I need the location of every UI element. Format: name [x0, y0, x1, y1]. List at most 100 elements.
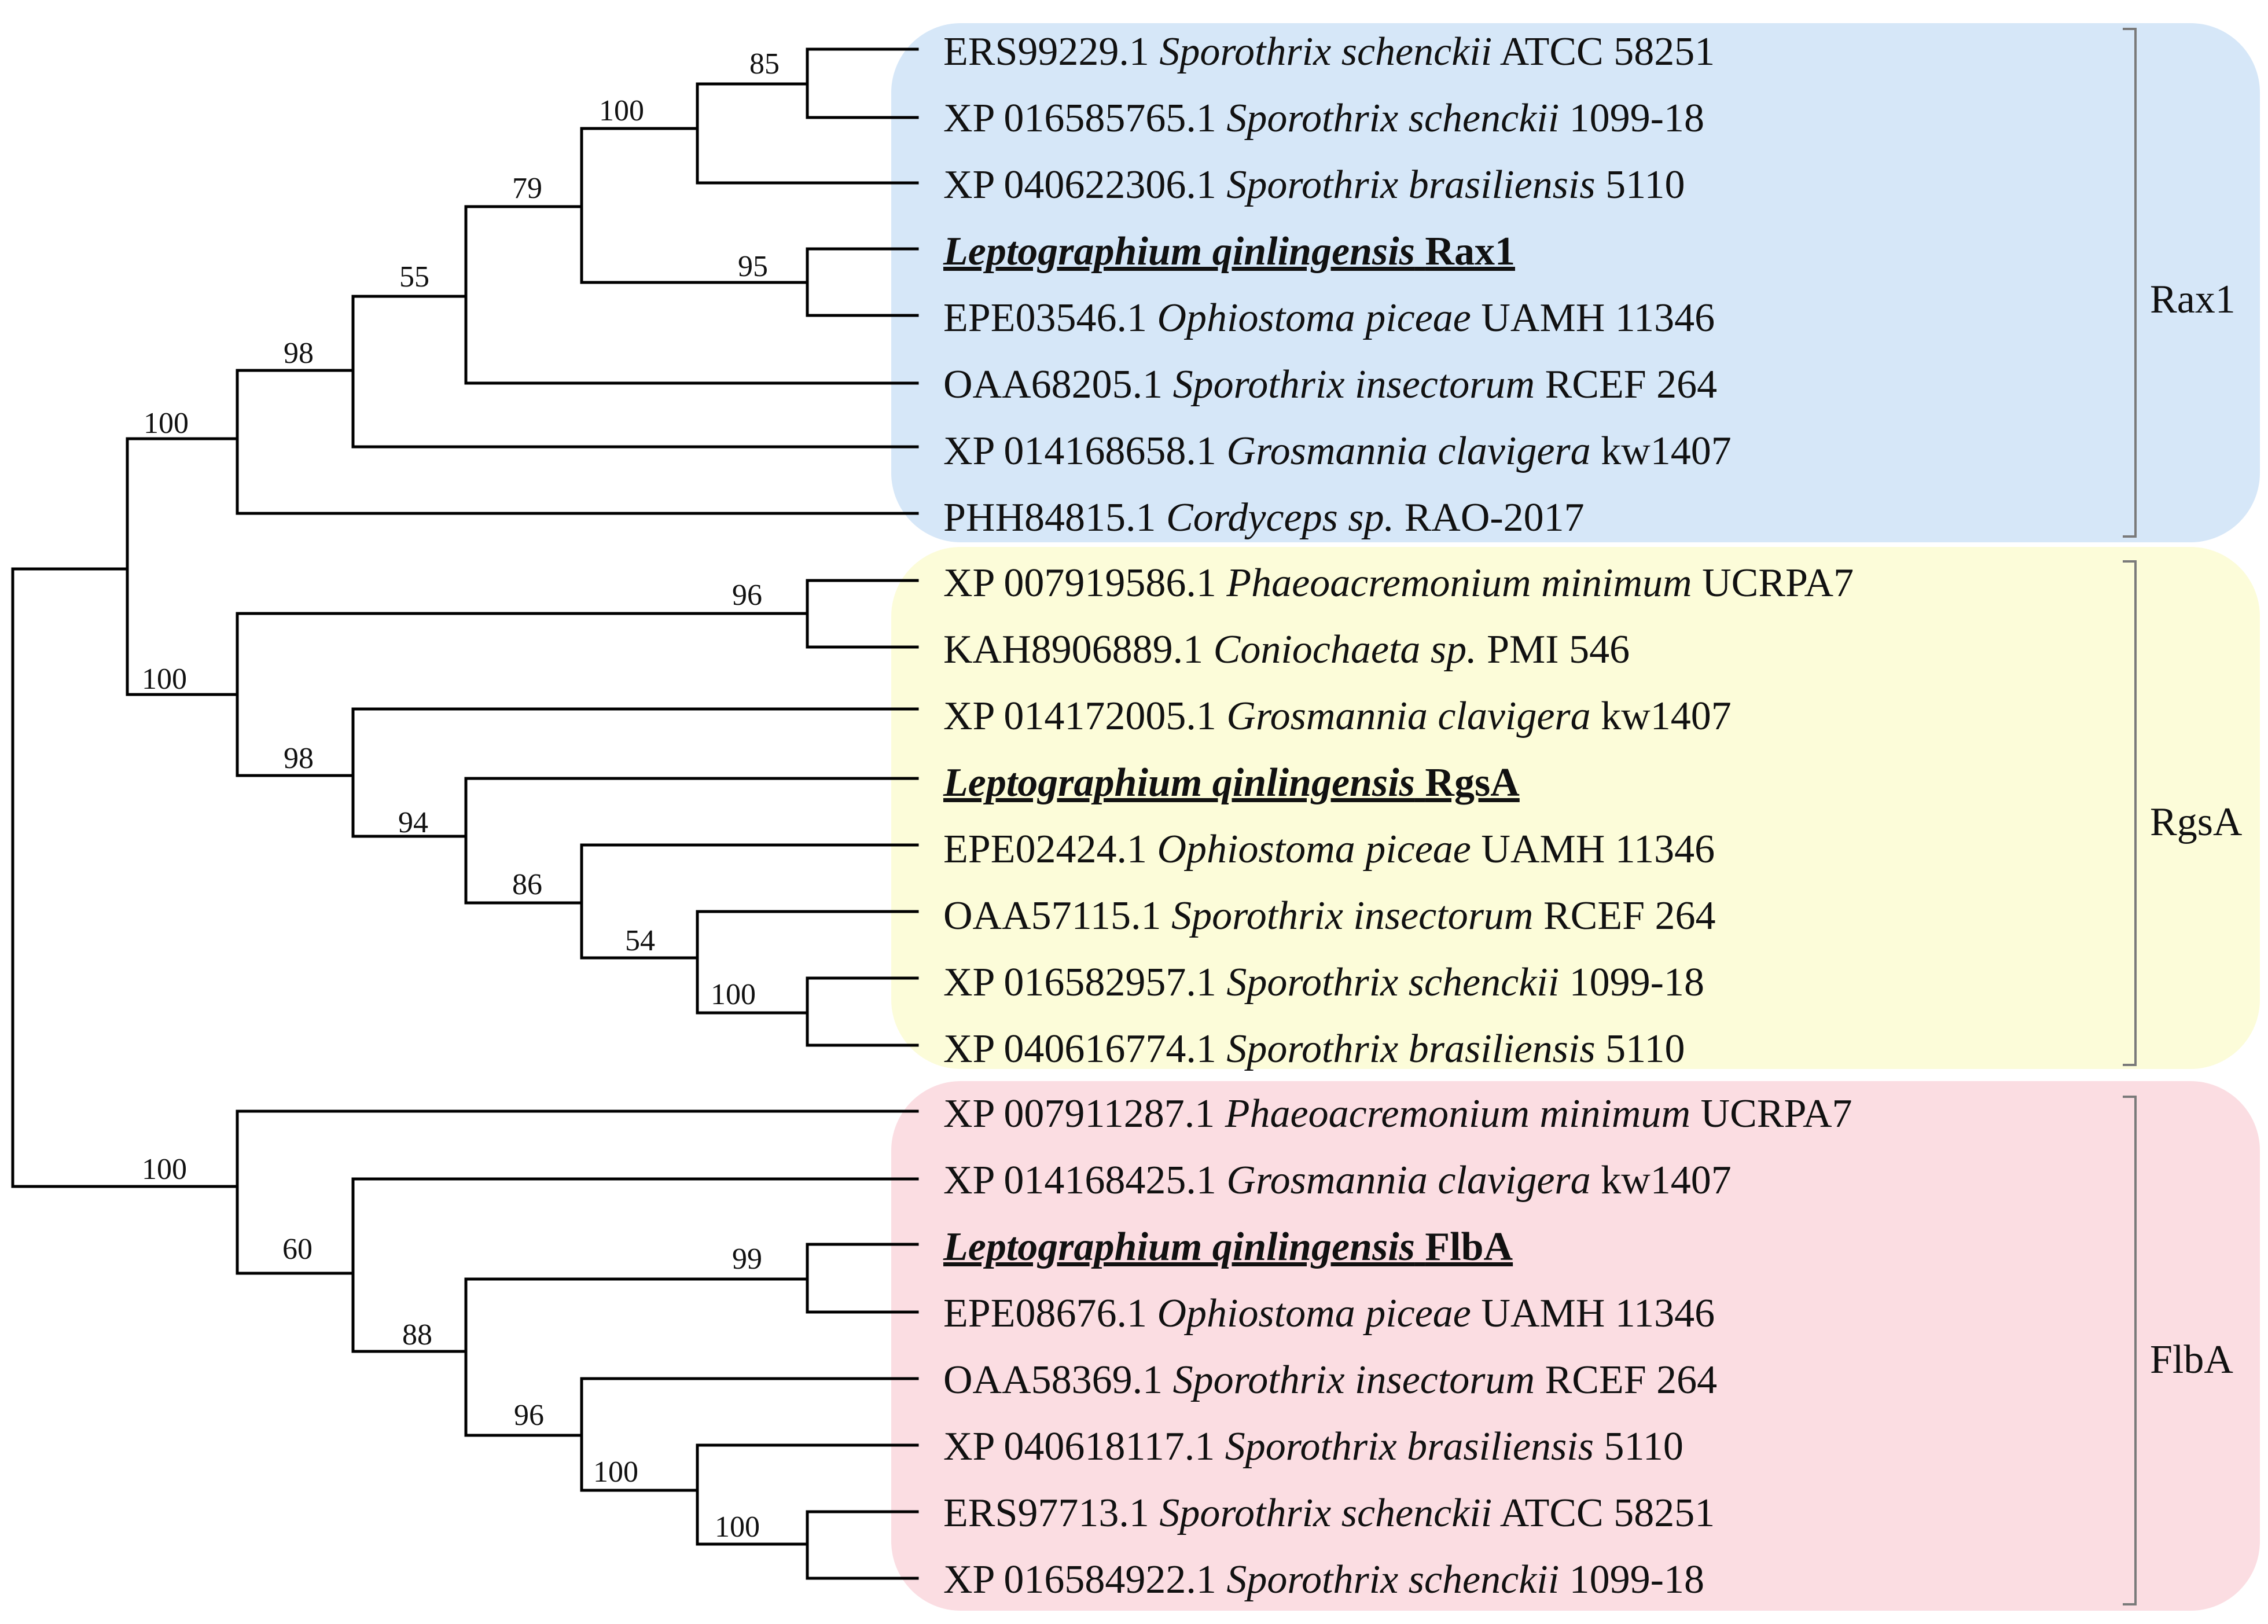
tip-species: Grosmannia clavigera	[1226, 1158, 1590, 1203]
tip-label: XP 016585765.1 Sporothrix schenckii 1099…	[943, 96, 1704, 141]
tip-strain: kw1407	[1601, 429, 1732, 473]
tip-species: Phaeoacremonium minimum	[1226, 561, 1692, 605]
tip-strain: UCRPA7	[1702, 561, 1854, 605]
tip-strain: RCEF 264	[1545, 1358, 1718, 1402]
branch-rax1-n100	[580, 84, 919, 185]
tip-accession: OAA68205.1	[943, 362, 1163, 407]
tip-species: Leptographium qinlingensis	[943, 1225, 1415, 1269]
branch-flba-n100b	[806, 1510, 919, 1580]
tip-strain: 1099-18	[1569, 96, 1704, 141]
tip-accession: XP 016585765.1	[943, 96, 1216, 141]
tip-accession: ERS99229.1	[943, 30, 1149, 74]
tip-label: EPE03546.1 Ophiostoma piceae UAMH 11346	[943, 296, 1715, 340]
tip-strain: kw1407	[1601, 1158, 1732, 1203]
tip-strain: kw1407	[1601, 694, 1732, 738]
tip-label: XP 040618117.1 Sporothrix brasiliensis 5…	[943, 1424, 1683, 1469]
tip-label: EPE02424.1 Ophiostoma piceae UAMH 11346	[943, 827, 1715, 872]
tip-label: XP 016584922.1 Sporothrix schenckii 1099…	[943, 1557, 1704, 1602]
branch-rgsa-n96	[236, 579, 919, 649]
tip-accession: KAH8906889.1	[943, 627, 1203, 672]
tip-accession: XP 014168658.1	[943, 429, 1216, 473]
tip-label: XP 007919586.1 Phaeoacremonium minimum U…	[943, 561, 1854, 605]
tip-accession: XP 014172005.1	[943, 694, 1216, 738]
tip-species: Sporothrix insectorum	[1171, 894, 1533, 938]
support-value: 100	[593, 1456, 638, 1489]
support-value: 55	[399, 260, 429, 293]
support-value: 98	[284, 742, 314, 775]
branch-rgsa-n100	[806, 976, 919, 1047]
tip-strain: 1099-18	[1569, 1557, 1704, 1602]
tip-species: Ophiostoma piceae	[1157, 1291, 1471, 1336]
support-value: 96	[514, 1399, 544, 1432]
tip-species: Coniochaeta sp.	[1214, 627, 1477, 672]
tip-label-highlight: Leptographium qinlingensis FlbA	[943, 1225, 1513, 1269]
support-value: 60	[282, 1233, 313, 1266]
tip-accession: XP 007919586.1	[943, 561, 1216, 605]
tip-label: OAA57115.1 Sporothrix insectorum RCEF 26…	[943, 894, 1716, 938]
tip-label-highlight: Leptographium qinlingensis RgsA	[943, 760, 1520, 805]
clade-bracket-flba	[2123, 1096, 2137, 1605]
branch-rax1-n85	[696, 47, 919, 119]
tip-species: Grosmannia clavigera	[1226, 694, 1590, 738]
support-value: 54	[625, 924, 655, 957]
tip-label: KAH8906889.1 Coniochaeta sp. PMI 546	[943, 627, 1630, 672]
branch-rgsa-n98	[236, 707, 919, 838]
tip-label: EPE08676.1 Ophiostoma piceae UAMH 11346	[943, 1291, 1715, 1336]
tip-accession: PHH84815.1	[943, 495, 1156, 540]
tip-species: Sporothrix schenckii	[1159, 30, 1492, 74]
tip-species: Grosmannia clavigera	[1226, 429, 1590, 473]
support-value: 100	[599, 94, 644, 127]
support-value: 96	[732, 579, 762, 612]
tip-label: XP 016582957.1 Sporothrix schenckii 1099…	[943, 960, 1704, 1005]
tip-species: Sporothrix schenckii	[1226, 960, 1559, 1005]
clade-label-rax1: Rax1	[2150, 277, 2236, 322]
tip-accession: XP 016584922.1	[943, 1557, 1216, 1602]
support-value: 100	[144, 407, 189, 440]
clade-box-rax1	[891, 23, 2260, 542]
tip-strain: ATCC 58251	[1500, 30, 1715, 74]
tip-species: Sporothrix insectorum	[1173, 362, 1535, 407]
tip-label: XP 014168425.1 Grosmannia clavigera kw14…	[943, 1158, 1732, 1203]
tip-accession: EPE03546.1	[943, 296, 1147, 340]
tip-label: XP 040616774.1 Sporothrix brasiliensis 5…	[943, 1027, 1685, 1071]
tip-accession: OAA57115.1	[943, 894, 1161, 938]
tip-accession: XP 040616774.1	[943, 1027, 1216, 1071]
branch-rgsa-n94	[464, 777, 919, 905]
tip-label: XP 007911287.1 Phaeoacremonium minimum U…	[943, 1092, 1852, 1136]
support-value: 99	[732, 1243, 762, 1276]
clade-label-flba: FlbA	[2150, 1338, 2233, 1382]
tip-strain: UAMH 11346	[1481, 827, 1715, 872]
tip-accession: XP 014168425.1	[943, 1158, 1216, 1203]
tip-species: Cordyceps sp.	[1166, 495, 1394, 540]
tip-label: XP 014172005.1 Grosmannia clavigera kw14…	[943, 694, 1732, 738]
tip-strain: 1099-18	[1569, 960, 1704, 1005]
support-value: 100	[711, 978, 756, 1011]
tip-label: XP 040622306.1 Sporothrix brasiliensis 5…	[943, 163, 1685, 207]
clade-bracket-rax1	[2123, 28, 2137, 538]
branch-rax1-n79	[464, 128, 809, 284]
tip-accession: XP 040622306.1	[943, 163, 1216, 207]
tip-species: Leptographium qinlingensis	[943, 760, 1415, 805]
branch-flba-n88	[464, 1277, 809, 1437]
support-value: 100	[142, 1153, 187, 1186]
tip-strain: UAMH 11346	[1481, 296, 1715, 340]
tip-strain: UCRPA7	[1701, 1092, 1852, 1136]
tip-strain: FlbA	[1425, 1225, 1513, 1269]
branch-rgsa-n86	[580, 843, 919, 960]
support-value: 100	[715, 1511, 760, 1544]
tip-strain: 5110	[1605, 163, 1685, 207]
support-value: 95	[738, 250, 768, 283]
support-value: 88	[402, 1318, 432, 1351]
support-value: 94	[398, 806, 428, 839]
support-value: 100	[142, 663, 187, 696]
tip-label: ERS99229.1 Sporothrix schenckii ATCC 582…	[943, 30, 1715, 74]
tip-label: PHH84815.1 Cordyceps sp. RAO-2017	[943, 495, 1585, 540]
clade-box-flba	[891, 1081, 2260, 1611]
tip-species: Sporothrix brasiliensis	[1225, 1424, 1594, 1469]
support-value: 79	[512, 172, 542, 205]
branch-rgsa-n54	[696, 910, 919, 1015]
branch-rax1-n95	[806, 247, 919, 317]
tip-species: Phaeoacremonium minimum	[1225, 1092, 1690, 1136]
tip-labels: ERS99229.1 Sporothrix schenckii ATCC 582…	[943, 30, 1854, 1602]
clade-label-rgsa: RgsA	[2150, 800, 2243, 844]
